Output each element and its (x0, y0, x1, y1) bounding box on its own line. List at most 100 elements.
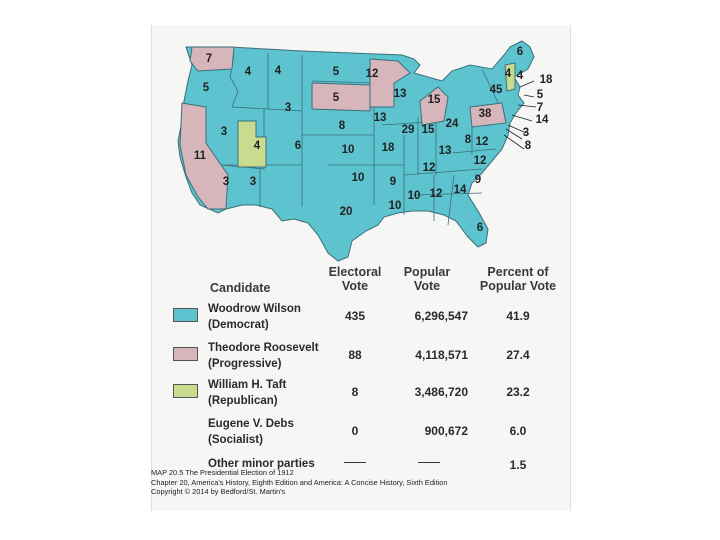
state-label-md: 8 (525, 140, 532, 152)
legend-swatch-roosevelt (173, 347, 198, 361)
state-label-mt: 4 (275, 65, 282, 77)
electoral-vote: 0 (351, 424, 359, 438)
state-label-ut: 4 (254, 140, 261, 152)
header-electoral-line2: Vote (341, 279, 369, 293)
candidate-name: Other minor parties (208, 458, 315, 470)
caption-source: Chapter 20, America's History, Eighth Ed… (151, 477, 448, 487)
south-dakota-state (311, 82, 371, 112)
state-label-nd: 5 (333, 66, 340, 78)
percent-popular-vote: 27.4 (506, 348, 530, 362)
state-label-wi: 13 (394, 88, 407, 100)
state-label-mo: 18 (382, 142, 395, 154)
state-label-va: 12 (476, 136, 489, 148)
michigan-state (419, 86, 449, 126)
state-label-id: 4 (245, 66, 252, 78)
state-label-mn: 12 (366, 68, 379, 80)
percent-popular-vote: 23.2 (506, 385, 530, 399)
candidate-party: (Democrat) (208, 319, 269, 331)
electoral-vote: 435 (344, 309, 366, 323)
popular-vote: 3,486,720 (414, 385, 468, 399)
state-label-ny: 45 (490, 84, 503, 96)
legend-swatch-taft (173, 384, 198, 398)
popular-vote: 900,672 (424, 424, 468, 438)
header-candidate: Candidate (210, 281, 271, 295)
election-map-figure: 7 5 11 4 3 4 3 4 3 6 3 5 5 8 10 10 20 12 13 18 9 10 13 29 15 15 24… (151, 25, 571, 511)
state-label-nv: 3 (221, 126, 227, 138)
state-label-or: 5 (203, 82, 210, 94)
candidate-party: (Republican) (208, 395, 278, 407)
caption-title: MAP 20.5 The Presidential Election of 19… (151, 468, 294, 477)
state-label-wy: 3 (285, 102, 291, 114)
state-label-ca: 11 (194, 150, 207, 162)
washington-state (189, 46, 235, 72)
state-label-ct: 7 (537, 102, 543, 114)
state-label-ky: 13 (439, 145, 452, 157)
state-label-la: 10 (389, 200, 402, 212)
state-label-ks: 10 (342, 144, 355, 156)
state-label-ne: 8 (339, 120, 346, 132)
state-label-az: 3 (223, 176, 229, 188)
state-label-fl: 6 (477, 222, 483, 234)
state-label-nc: 12 (474, 155, 487, 167)
state-label-co: 6 (295, 140, 301, 152)
state-label-nh: 4 (517, 70, 524, 82)
header-popular-line1: Popular (403, 265, 451, 279)
candidate-name: Theodore Roosevelt (208, 342, 319, 354)
state-label-wv: 8 (465, 134, 472, 146)
candidate-name: Woodrow Wilson (208, 303, 301, 315)
state-label-tx: 20 (340, 206, 353, 218)
state-label-tn: 12 (423, 162, 436, 174)
roosevelt-states (179, 46, 507, 210)
state-label-sd: 5 (333, 92, 340, 104)
state-label-nm: 3 (250, 176, 256, 188)
state-label-vt: 4 (505, 68, 512, 80)
header-percent-line1: Percent of (487, 265, 549, 279)
state-label-ma: 18 (540, 74, 553, 86)
candidate-name: William H. Taft (208, 379, 287, 391)
popular-vote: 4,118,571 (415, 348, 468, 362)
percent-popular-vote: 6.0 (509, 424, 527, 438)
state-label-in: 15 (422, 124, 435, 136)
state-label-il: 29 (402, 124, 415, 136)
header-electoral: Electoral Vote (322, 265, 388, 293)
state-label-ar: 9 (390, 176, 396, 188)
pennsylvania-state (469, 102, 507, 128)
electoral-vote: 88 (348, 348, 362, 362)
electoral-vote-dash (344, 462, 366, 463)
percent-popular-vote: 1.5 (509, 458, 527, 472)
state-label-ga: 14 (454, 184, 467, 196)
percent-popular-vote: 41.9 (506, 309, 530, 323)
state-label-ok: 10 (352, 172, 365, 184)
state-label-wa: 7 (206, 53, 212, 65)
header-percent: Percent of Popular Vote (472, 265, 564, 293)
state-label-pa: 38 (479, 108, 492, 120)
state-label-me: 6 (517, 46, 523, 58)
map-caption: MAP 20.5 The Presidential Election of 19… (151, 468, 448, 497)
candidate-party: (Socialist) (208, 434, 263, 446)
state-label-nj: 14 (536, 114, 549, 126)
taft-states (237, 62, 516, 168)
results-table: Candidate Electoral Vote Popular Vote Pe… (152, 25, 570, 511)
utah-state (237, 120, 267, 168)
candidate-name: Eugene V. Debs (208, 418, 294, 430)
header-popular: Popular Vote (392, 265, 462, 293)
state-label-ms: 10 (408, 190, 421, 202)
popular-vote: 6,296,547 (414, 309, 468, 323)
minnesota-state (369, 58, 411, 108)
header-electoral-line1: Electoral (328, 265, 382, 279)
state-label-ia: 13 (374, 112, 387, 124)
state-label-de: 3 (523, 127, 529, 139)
candidate-party: (Progressive) (208, 358, 282, 370)
popular-vote-dash (418, 462, 440, 463)
state-label-ri: 5 (537, 89, 544, 101)
state-label-al: 12 (430, 188, 443, 200)
header-popular-line2: Vote (413, 279, 441, 293)
california-state (179, 102, 229, 210)
pointer-lines (503, 80, 537, 150)
legend-swatch-wilson (173, 308, 198, 322)
state-label-mi: 15 (428, 94, 441, 106)
state-label-oh: 24 (446, 118, 459, 130)
vermont-state (504, 62, 516, 92)
